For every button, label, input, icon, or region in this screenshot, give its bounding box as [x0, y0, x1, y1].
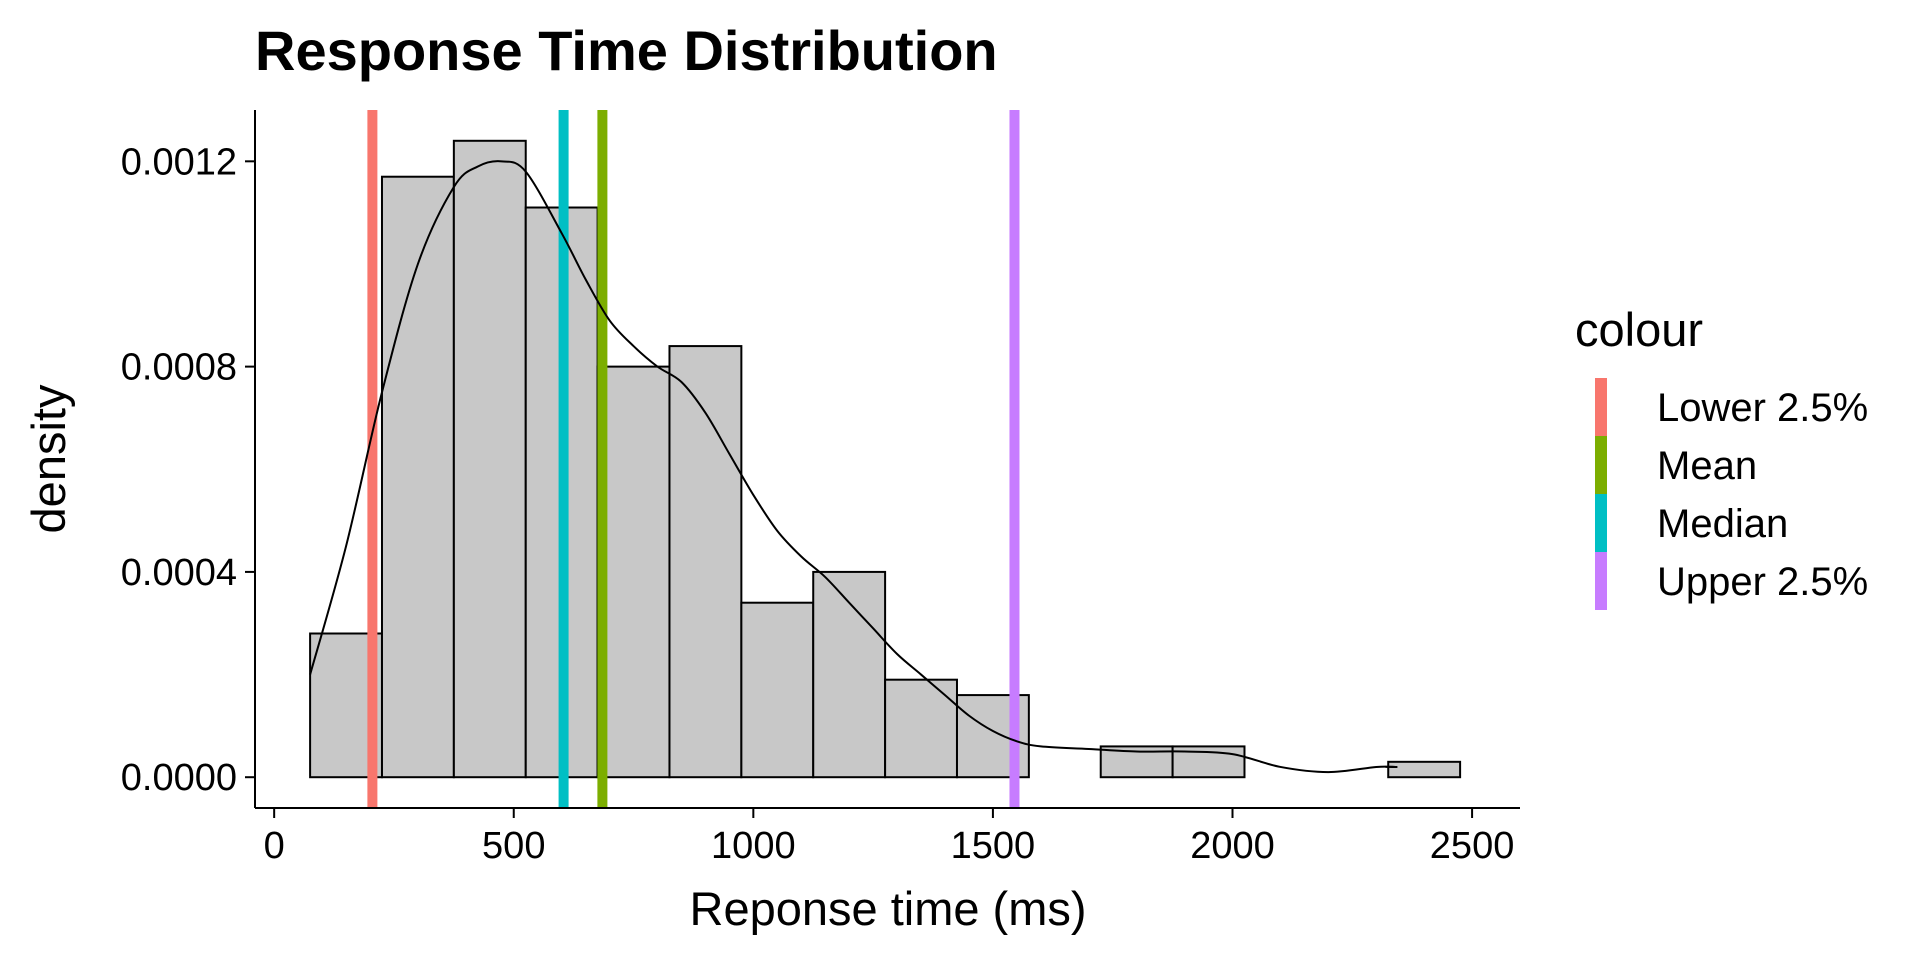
histogram-bar-5: [668, 345, 743, 779]
legend-key: [1595, 436, 1607, 494]
x-tick-label: 2000: [1190, 825, 1275, 867]
legend-label: Upper 2.5%: [1657, 560, 1868, 604]
histogram-bar-1: [380, 175, 455, 779]
x-tick-label: 500: [482, 825, 545, 867]
legend-label: Mean: [1657, 444, 1757, 488]
x-tick-label: 1000: [711, 825, 796, 867]
legend-key: [1595, 378, 1607, 436]
legend-entries: Lower 2.5% Mean Median Upper 2.5%: [1595, 378, 1868, 610]
y-tick-label: 0.0004: [121, 552, 237, 594]
x-axis-title: Reponse time (ms): [690, 882, 1087, 935]
y-ticks: 0.0000 0.0004 0.0008 0.0012: [121, 141, 255, 799]
y-tick-label: 0.0000: [121, 757, 237, 799]
y-tick-label: 0.0012: [121, 141, 237, 183]
histogram-bar-6: [740, 601, 815, 779]
legend-label: Lower 2.5%: [1657, 386, 1868, 430]
legend: colour Lower 2.5% Mean Median Upper 2.5%: [1575, 303, 1868, 610]
x-tick-label: 0: [264, 825, 285, 867]
density-curve: [309, 160, 1398, 774]
histogram-bar-8: [884, 678, 958, 779]
legend-title: colour: [1575, 303, 1703, 356]
histogram-bars: [309, 139, 1462, 779]
x-tick-label: 2500: [1430, 825, 1515, 867]
histogram-bar-4: [596, 365, 671, 779]
y-tick-label: 0.0008: [121, 347, 237, 389]
legend-label: Median: [1657, 502, 1788, 546]
legend-key: [1595, 552, 1607, 610]
histogram-bar-2: [452, 139, 527, 779]
reference-lines: [367, 110, 1020, 808]
histogram-bar-7: [812, 570, 887, 779]
legend-key: [1595, 494, 1607, 552]
histogram-bar-15: [1387, 760, 1462, 779]
chart-title: Response Time Distribution: [255, 19, 998, 82]
x-tick-label: 1500: [951, 825, 1036, 867]
axes: [254, 110, 1520, 809]
x-ticks: 0 500 1000 1500 2000 2500: [264, 808, 1515, 867]
y-axis-title: density: [22, 384, 75, 533]
